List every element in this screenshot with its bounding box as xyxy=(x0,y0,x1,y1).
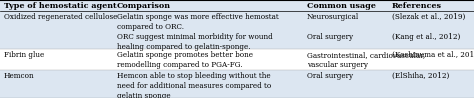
Text: Hemcon: Hemcon xyxy=(4,72,35,80)
Bar xyxy=(0,70,474,98)
Text: Type of hemostatic agent: Type of hemostatic agent xyxy=(4,1,117,10)
Text: (Slezak et al., 2019)

(Kang et al., 2012): (Slezak et al., 2019) (Kang et al., 2012… xyxy=(392,13,465,41)
Bar xyxy=(0,11,474,49)
Text: Gastrointestinal, cardiovascular,
vascular surgery: Gastrointestinal, cardiovascular, vascul… xyxy=(307,51,425,69)
Text: Hemcon able to stop bleeding without the
need for additional measures compared t: Hemcon able to stop bleeding without the… xyxy=(117,72,271,98)
Text: Gelatin sponge promotes better bone
remodelling compared to PGA-FG.: Gelatin sponge promotes better bone remo… xyxy=(117,51,253,69)
Text: (Koshinuma et al., 2016): (Koshinuma et al., 2016) xyxy=(392,51,474,59)
Text: Fibrin glue: Fibrin glue xyxy=(4,51,44,59)
Bar xyxy=(0,0,474,11)
Text: Neurosurgical

Oral surgery: Neurosurgical Oral surgery xyxy=(307,13,359,41)
Text: (ElShiha, 2012): (ElShiha, 2012) xyxy=(392,72,449,80)
Text: Gelatin sponge was more effective hemostat
compared to ORC.
ORC suggest minimal : Gelatin sponge was more effective hemost… xyxy=(117,13,279,51)
Text: Comparison: Comparison xyxy=(117,1,171,10)
Text: Oxidized regenerated cellulose: Oxidized regenerated cellulose xyxy=(4,13,118,21)
Text: References: References xyxy=(392,1,442,10)
Text: Oral surgery: Oral surgery xyxy=(307,72,353,80)
Text: Common usage: Common usage xyxy=(307,1,376,10)
Bar xyxy=(0,49,474,70)
